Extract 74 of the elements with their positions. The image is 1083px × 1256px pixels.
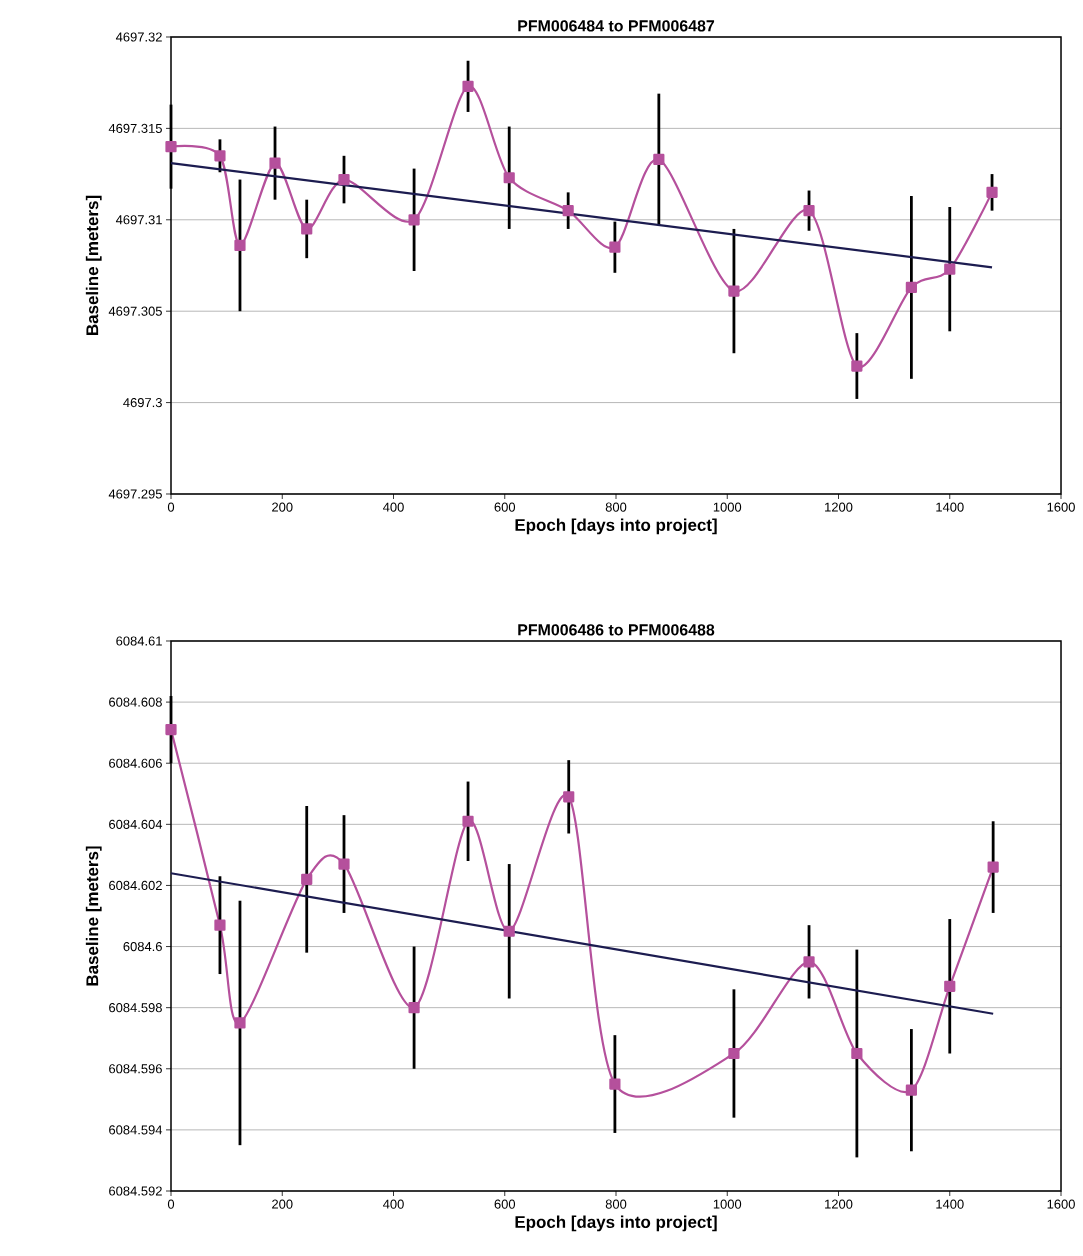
x-tick-label: 1000 — [713, 502, 742, 512]
y-tick-label: 4697.315 — [108, 123, 162, 133]
x-tick-label: 600 — [494, 502, 516, 512]
point — [987, 861, 999, 873]
x-tick-label: 800 — [605, 1199, 627, 1209]
point — [653, 153, 665, 166]
y-tick-label: 6084.61 — [116, 636, 162, 646]
x-tick-label: 1400 — [936, 502, 964, 512]
point — [462, 815, 474, 827]
point — [269, 157, 281, 169]
point — [851, 360, 863, 372]
point — [408, 1002, 420, 1014]
point — [503, 172, 515, 184]
point — [905, 1084, 917, 1096]
point — [234, 1017, 246, 1029]
y-tick-label: 4697.295 — [108, 489, 162, 499]
x-tick-label: 0 — [167, 1199, 175, 1209]
point — [503, 925, 515, 937]
x-tick-label: 0 — [167, 502, 175, 512]
x-tick-label: 200 — [272, 1199, 293, 1209]
x-tick-label: 1600 — [1047, 1199, 1075, 1209]
y-tick-label: 6084.592 — [109, 1186, 162, 1196]
y-tick-label: 6084.598 — [109, 1003, 162, 1013]
y-tick-label: 6084.608 — [109, 697, 162, 707]
point — [944, 980, 956, 992]
y-tick-label: 4697.32 — [115, 32, 162, 42]
point — [851, 1047, 863, 1060]
y-tick-label: 6084.604 — [109, 819, 163, 829]
y-tick-label: 6084.602 — [109, 880, 162, 891]
point — [803, 205, 815, 217]
point — [905, 281, 917, 294]
x-tick-label: 600 — [494, 1199, 516, 1209]
x-tick-label: 1000 — [713, 1199, 742, 1209]
chart-title: PFM006484 to PFM006487 — [518, 20, 715, 32]
point — [609, 1078, 621, 1090]
y-tick-label: 6084.596 — [109, 1064, 162, 1074]
x-tick-label: 400 — [383, 502, 404, 512]
x-tick-label: 1200 — [825, 1199, 853, 1209]
point — [609, 241, 621, 253]
point — [728, 285, 740, 297]
point — [301, 873, 313, 885]
chart-title: PFM006486 to PFM006488 — [518, 624, 715, 636]
point — [234, 239, 246, 251]
x-tick-label: 400 — [383, 1199, 404, 1209]
x-tick-label: 1600 — [1047, 502, 1075, 512]
point — [563, 791, 575, 803]
point — [338, 858, 350, 870]
y-axis-title: Baseline [meters] — [85, 846, 102, 986]
x-tick-label: 800 — [605, 502, 627, 512]
y-tick-label: 4697.31 — [115, 215, 162, 225]
point — [562, 205, 574, 217]
y-tick-label: 6084.6 — [123, 941, 162, 952]
x-axis-title: Epoch [days into project] — [515, 518, 717, 535]
point — [944, 263, 956, 275]
point — [338, 173, 350, 186]
point — [214, 919, 226, 931]
y-tick-label: 4697.305 — [108, 306, 162, 316]
point — [462, 80, 474, 92]
y-axis-title: Baseline [meters] — [85, 195, 102, 335]
point — [986, 186, 998, 198]
x-axis-title: Epoch [days into project] — [515, 1215, 717, 1232]
point — [165, 724, 177, 736]
y-tick-label: 6084.606 — [109, 758, 162, 768]
point — [728, 1047, 740, 1060]
point — [214, 150, 226, 162]
x-tick-label: 1400 — [936, 1199, 964, 1209]
point — [301, 223, 313, 235]
point — [803, 956, 815, 968]
y-tick-label: 6084.594 — [109, 1125, 163, 1135]
x-tick-label: 1200 — [825, 502, 853, 512]
x-tick-label: 200 — [272, 502, 293, 512]
point — [165, 141, 177, 153]
y-tick-label: 4697.3 — [123, 398, 162, 408]
point — [408, 214, 420, 226]
